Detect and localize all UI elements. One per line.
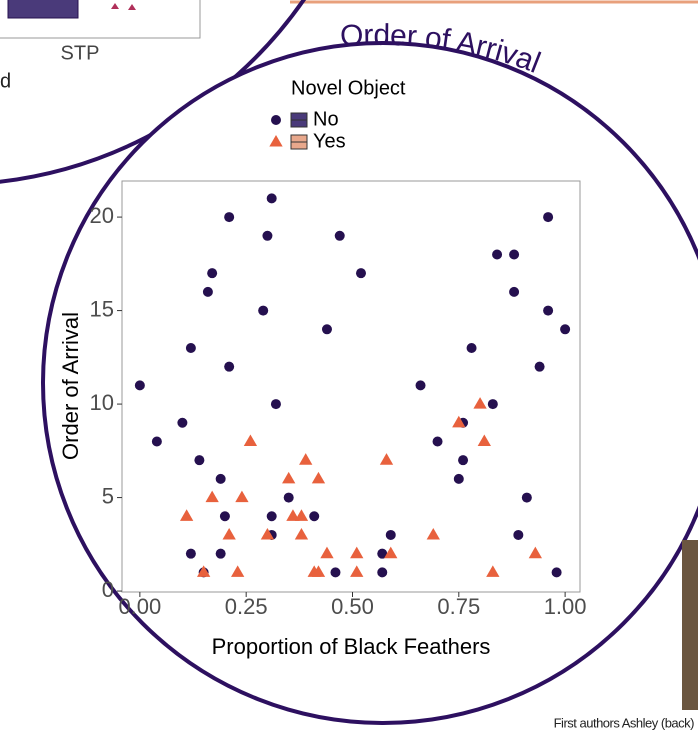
point	[513, 530, 523, 540]
legend-label: No	[313, 108, 339, 130]
point	[377, 567, 387, 577]
point	[224, 212, 234, 222]
point	[467, 343, 477, 353]
point	[560, 324, 570, 334]
point	[262, 231, 272, 241]
photo	[682, 540, 698, 710]
point	[509, 249, 519, 259]
y-tick-label: 10	[90, 390, 114, 415]
point	[454, 474, 464, 484]
x-tick-label: 0.00	[118, 594, 161, 619]
y-tick-label: 15	[90, 296, 114, 321]
point	[535, 362, 545, 372]
point	[492, 249, 502, 259]
x-tick-label: 1.00	[544, 594, 587, 619]
point	[386, 530, 396, 540]
point	[194, 455, 204, 465]
point	[216, 549, 226, 559]
point	[543, 212, 553, 222]
point	[416, 380, 426, 390]
point	[207, 268, 217, 278]
y-axis-title: Order of Arrival	[58, 312, 83, 460]
inset-box	[8, 0, 78, 18]
point	[267, 511, 277, 521]
point	[543, 306, 553, 316]
y-tick-label: 5	[102, 483, 114, 508]
fragment: d	[0, 70, 11, 92]
x-axis-title: Proportion of Black Feathers	[212, 634, 491, 659]
point	[216, 474, 226, 484]
point	[220, 511, 230, 521]
point	[267, 193, 277, 203]
point	[271, 399, 281, 409]
point	[177, 418, 187, 428]
caption: First authors Ashley (back)	[554, 715, 695, 730]
x-tick-label: 0.75	[437, 594, 480, 619]
point	[224, 362, 234, 372]
point	[330, 567, 340, 577]
x-tick-label: 0.25	[225, 594, 268, 619]
point	[186, 343, 196, 353]
point	[152, 436, 162, 446]
point	[433, 436, 443, 446]
point	[335, 231, 345, 241]
y-tick-label: 0	[102, 577, 114, 602]
inset-label: STP	[61, 42, 100, 64]
point	[552, 567, 562, 577]
inset-points	[111, 3, 136, 10]
point	[356, 268, 366, 278]
point	[458, 455, 468, 465]
legend-marker	[271, 115, 281, 125]
x-tick-label: 0.50	[331, 594, 374, 619]
point	[203, 287, 213, 297]
point	[186, 549, 196, 559]
y-tick-label: 20	[90, 203, 114, 228]
point	[284, 493, 294, 503]
poster: STP d Order of Arrival First authors Ash…	[0, 0, 698, 734]
point	[322, 324, 332, 334]
point	[309, 511, 319, 521]
legend-label: Yes	[313, 130, 346, 152]
point	[488, 399, 498, 409]
plot-panel	[122, 181, 580, 592]
legend-title: Novel Object	[291, 77, 406, 99]
point	[509, 287, 519, 297]
point	[258, 306, 268, 316]
point	[522, 493, 532, 503]
point	[135, 380, 145, 390]
